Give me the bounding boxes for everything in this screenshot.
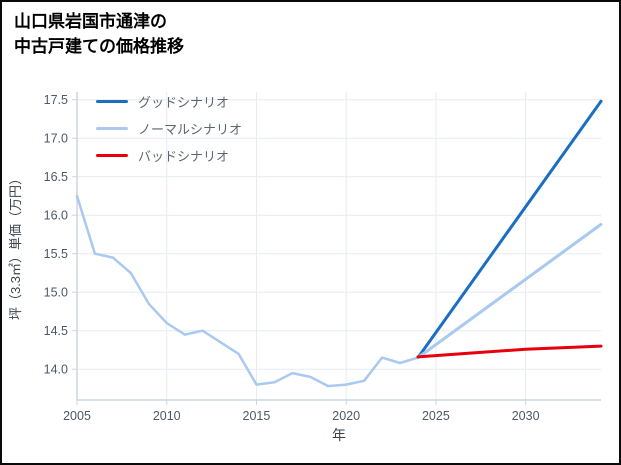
legend-item-good-scenario: グッドシナリオ <box>96 92 242 110</box>
good-scenario-line <box>416 99 603 360</box>
y-tick-label: 17.0 <box>44 132 68 146</box>
x-tick-label: 2025 <box>422 409 450 423</box>
chart-legend: グッドシナリオ ノーマルシナリオ バッドシナリオ <box>96 92 242 164</box>
x-tick-label: 2020 <box>332 409 360 423</box>
legend-item-bad-scenario: バッドシナリオ <box>96 146 242 164</box>
y-tick-label: 15.5 <box>44 247 68 261</box>
y-tick-label: 14.0 <box>44 363 68 377</box>
x-tick-label: 2005 <box>63 409 91 423</box>
y-tick-label: 16.0 <box>44 209 68 223</box>
legend-swatch-normal-scenario <box>96 126 128 130</box>
y-tick-label: 14.5 <box>44 324 68 338</box>
y-tick-label: 17.5 <box>44 93 68 107</box>
history-line <box>75 194 420 388</box>
y-tick-label: 15.0 <box>44 286 68 300</box>
chart-title-line1: 山口県岩国市通津の <box>14 12 167 31</box>
chart-title: 山口県岩国市通津の 中古戸建ての価格推移 <box>14 10 184 59</box>
legend-label-bad-scenario: バッドシナリオ <box>138 148 230 164</box>
bad-scenario-line <box>416 344 603 359</box>
x-tick-label: 2015 <box>243 409 271 423</box>
x-axis-label: 年 <box>332 427 346 443</box>
y-axis-label: 坪（3.3㎡）単価（万円） <box>8 172 23 320</box>
chart-title-line2: 中古戸建ての価格推移 <box>14 36 184 56</box>
normal-scenario-line <box>416 222 603 360</box>
legend-swatch-bad-scenario <box>96 153 128 157</box>
legend-label-good-scenario: グッドシナリオ <box>138 94 230 110</box>
legend-swatch-good-scenario <box>96 99 128 103</box>
y-tick-label: 16.5 <box>44 170 68 184</box>
legend-item-normal-scenario: ノーマルシナリオ <box>96 119 242 137</box>
x-tick-label: 2030 <box>512 409 540 423</box>
legend-label-normal-scenario: ノーマルシナリオ <box>138 121 243 137</box>
x-tick-label: 2010 <box>153 409 181 423</box>
